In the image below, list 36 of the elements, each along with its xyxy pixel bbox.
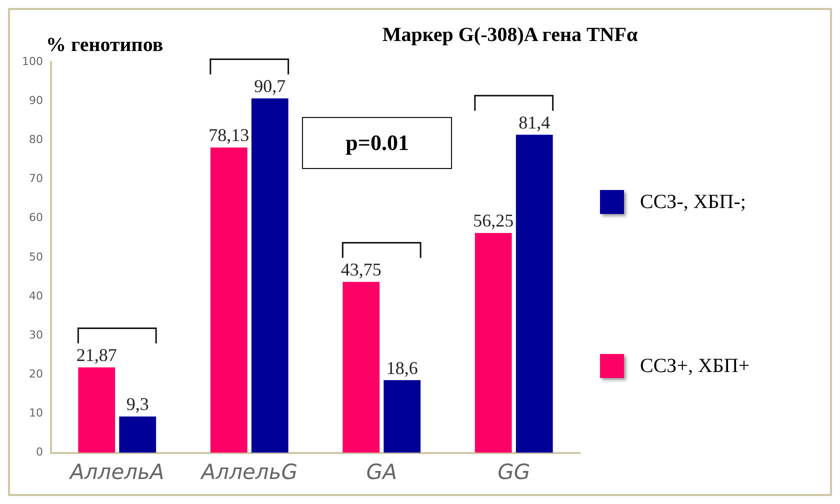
data-label: 21,87 [76,345,117,366]
y-tick-label: 100 [22,54,43,68]
y-tick-label: 90 [28,94,43,107]
y-tick-label: 50 [28,250,43,264]
y-tick-label: 20 [28,368,43,380]
data-label: 78,13 [208,125,250,146]
bar [516,134,553,453]
bar [119,416,156,453]
x-tick-label: АллельG [199,460,298,484]
data-label: 56,25 [473,210,514,231]
bar [342,282,380,453]
y-tick-label: 70 [28,172,43,186]
data-label: 9,3 [126,394,149,414]
legend-label: ССЗ+, ХБП+ [640,354,750,378]
chart-title: Маркер G(-308)A гена TNFα [381,24,639,47]
y-tick-label: 40 [28,289,43,302]
bar [384,380,421,453]
bar [474,232,512,453]
data-label: 18,6 [386,358,418,378]
x-tick-label: GA [366,460,397,484]
legend-label: ССЗ-, ХБП-; [640,190,746,214]
y-tick-label: 0 [36,446,43,459]
annotation: p=0.01 [346,130,409,156]
y-tick-label: 60 [28,211,43,224]
x-tick-label: GG [498,460,530,484]
data-label: 81,4 [518,112,550,132]
y-tick-label: 10 [28,406,43,420]
data-label: 90,7 [254,76,286,96]
data-label: 43,75 [340,260,382,280]
x-tick-label: АллельA [68,460,164,484]
bar [210,147,248,453]
bar [251,98,288,453]
y-axis-title: % генотипов [46,34,164,57]
y-tick-label: 30 [28,328,43,342]
y-tick-label: 80 [28,133,43,146]
bar [78,367,116,453]
